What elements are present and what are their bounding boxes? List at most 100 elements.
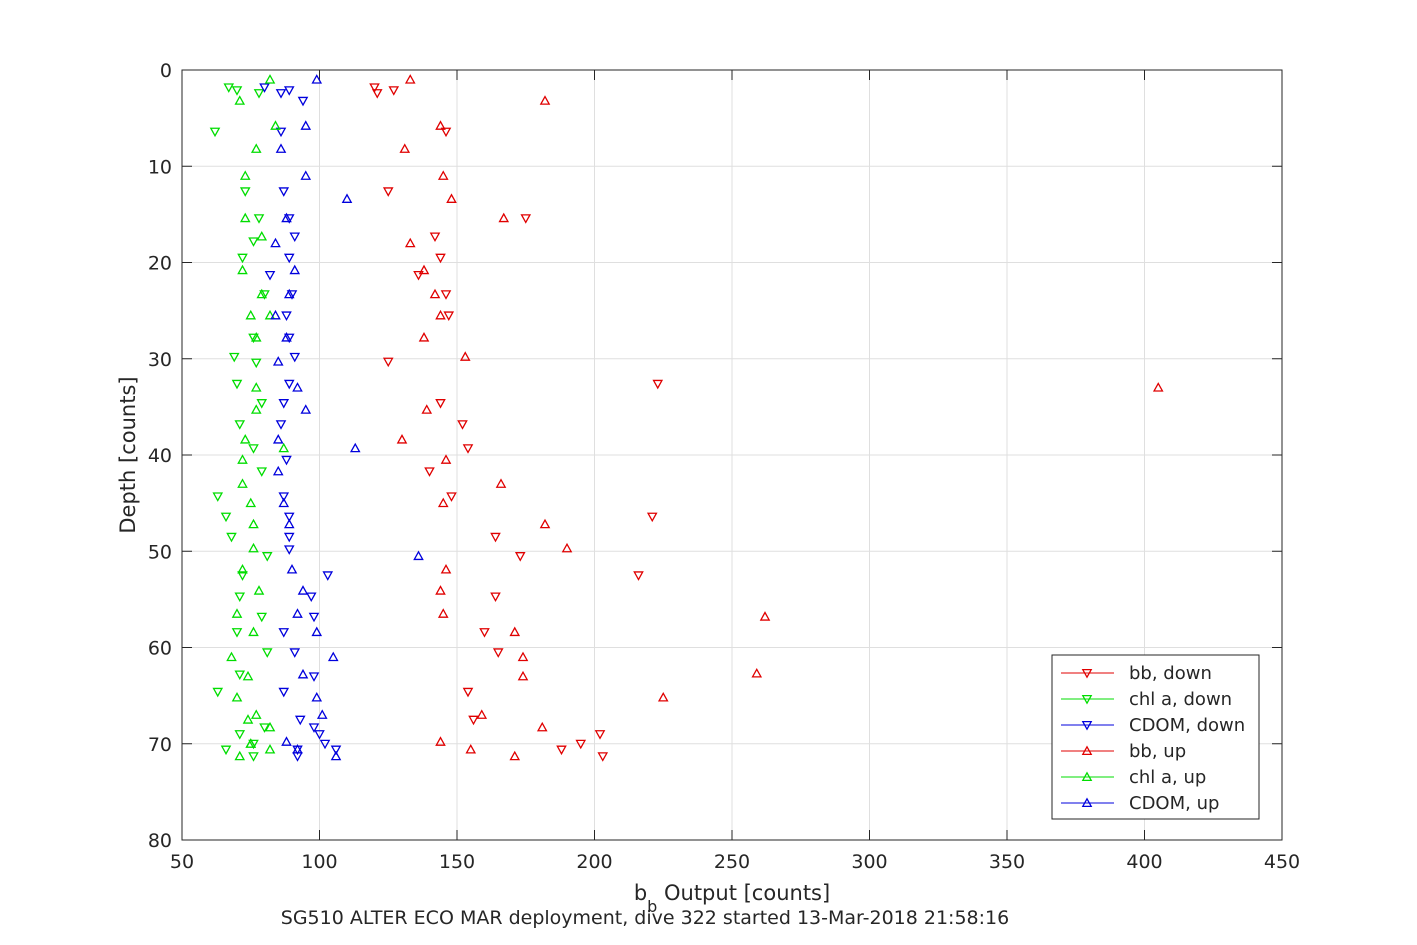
legend: bb, down chl a, down CDOM, down bb, up chl a… (1051, 654, 1260, 820)
data-point (289, 352, 301, 363)
data-point (281, 736, 292, 746)
data-point (404, 74, 416, 84)
data-point (242, 714, 254, 724)
data-point (476, 709, 488, 719)
data-point (275, 127, 287, 138)
y-tick-label: 10 (148, 156, 172, 178)
y-tick-label: 20 (148, 253, 172, 275)
data-point (234, 730, 246, 740)
x-axis-label-main: b (634, 881, 647, 905)
data-point (459, 351, 471, 361)
x-tick-label: 350 (989, 851, 1025, 873)
data-point (226, 651, 237, 662)
data-point (278, 187, 290, 197)
data-point (297, 585, 309, 595)
data-point (286, 563, 298, 574)
data-point (465, 743, 477, 754)
data-point (278, 628, 290, 638)
x-axis-label-subscript: b (647, 897, 657, 916)
data-point (261, 648, 273, 658)
x-axis-label-rest: Output [counts] (657, 881, 830, 905)
data-point (424, 467, 435, 477)
data-point (435, 736, 446, 746)
data-point (289, 648, 301, 658)
data-point (248, 237, 259, 247)
data-point (270, 309, 281, 320)
data-point (435, 399, 446, 409)
data-point (437, 608, 449, 618)
data-point (248, 542, 259, 553)
series-3 (396, 74, 1164, 761)
series-1 (209, 83, 273, 762)
data-point (220, 745, 232, 756)
x-tick-label: 300 (851, 851, 887, 873)
data-point (440, 127, 452, 138)
x-tick-label: 450 (1264, 851, 1300, 873)
data-point (305, 592, 317, 603)
data-point (248, 626, 259, 637)
data-point (440, 563, 452, 574)
data-point (256, 467, 268, 477)
data-point (245, 738, 257, 748)
data-point (261, 552, 273, 562)
data-point (212, 492, 224, 502)
data-point (575, 739, 587, 750)
data-point (231, 608, 243, 618)
data-point (657, 692, 669, 702)
data-point (341, 193, 353, 203)
x-tick-label: 100 (301, 851, 337, 873)
data-point (248, 752, 259, 762)
data-point (283, 379, 295, 390)
series-0 (369, 83, 664, 762)
data-point (278, 442, 290, 453)
data-point (256, 288, 268, 299)
data-point (253, 214, 265, 224)
legend-marker (1081, 668, 1093, 679)
data-point (248, 518, 259, 529)
data-point (250, 404, 262, 414)
legend-box (1051, 654, 1260, 820)
data-point (404, 237, 416, 248)
data-point (234, 750, 246, 761)
data-point (446, 492, 457, 502)
data-point (751, 667, 763, 678)
legend-label: CDOM, down (1129, 715, 1245, 736)
data-point (517, 670, 529, 681)
data-point (237, 253, 248, 264)
legend-marker (1081, 720, 1093, 731)
data-point (231, 379, 243, 390)
data-point (382, 357, 394, 368)
y-tick-label: 80 (148, 830, 172, 852)
data-point (283, 253, 295, 264)
legend-label: bb, up (1129, 741, 1186, 762)
data-point (283, 288, 295, 299)
data-point (256, 399, 268, 409)
axis-ticks: 50 100 150 200 250 300 350 400 450 0 10 20 30 40 50 60 7… (148, 60, 1300, 873)
data-point (283, 532, 295, 543)
data-point (275, 420, 287, 430)
data-point (462, 444, 474, 454)
y-tick-label: 60 (148, 638, 172, 660)
data-point (435, 585, 446, 595)
data-point (256, 612, 268, 623)
x-tick-label: 200 (576, 851, 612, 873)
data-point (520, 214, 532, 224)
data-point (319, 739, 331, 750)
data-point (209, 127, 221, 138)
data-point (228, 352, 240, 363)
data-point (286, 290, 298, 300)
data-point (509, 750, 521, 761)
data-point (314, 730, 325, 740)
legend-label: chl a, up (1129, 767, 1206, 788)
data-point (349, 442, 361, 453)
data-point (278, 687, 290, 698)
data-point (283, 86, 295, 96)
data-point (468, 715, 479, 726)
data-point (418, 332, 430, 342)
data-point (242, 670, 254, 681)
data-point (248, 739, 259, 750)
data-point (561, 542, 573, 553)
data-point (443, 311, 455, 321)
legend-marker (1081, 745, 1093, 756)
